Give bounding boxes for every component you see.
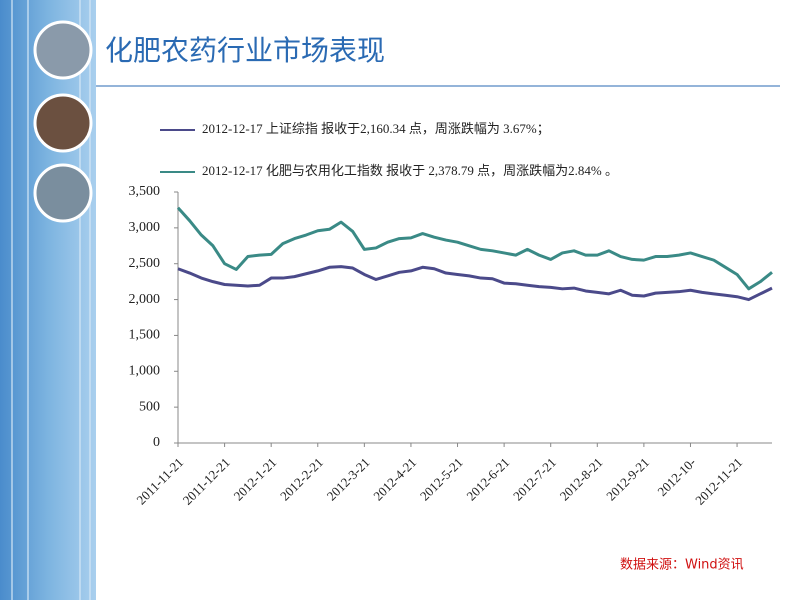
x-tick-label: 2012-1-21 (230, 455, 279, 504)
photo (33, 20, 93, 80)
x-tick-label: 2012-11-21 (692, 455, 745, 508)
photo (33, 93, 93, 153)
sidebar (0, 0, 96, 600)
x-tick-label: 2011-11-21 (133, 455, 186, 508)
y-tick-label: 500 (139, 399, 160, 414)
series-line (177, 265, 773, 302)
x-tick-label: 2012-7-21 (510, 455, 559, 504)
legend-label: 2012-12-17 上证综指 报收于2,160.34 点，周涨跌幅为 3.67… (202, 121, 550, 137)
x-tick-label: 2012-9-21 (603, 455, 652, 504)
y-tick-label: 0 (153, 435, 160, 450)
x-tick-label: 2012-8-21 (557, 455, 606, 504)
series-line (176, 206, 773, 291)
y-tick-label: 1,000 (129, 364, 161, 379)
x-tick-label: 2012-5-21 (417, 455, 466, 504)
x-tick-label: 2012-4-21 (370, 455, 419, 504)
x-tick-label: 2011-12-21 (180, 455, 233, 508)
x-tick-label: 2012-6-21 (463, 455, 512, 504)
source: 数据来源：Wind资讯 (620, 558, 744, 573)
legend-label: 2012-12-17 化肥与农用化工指数 报收于 2,378.79 点，周涨跌幅… (202, 163, 618, 178)
y-tick-label: 3,500 (129, 184, 161, 199)
y-tick-label: 1,500 (129, 328, 161, 343)
y-tick-label: 3,000 (129, 220, 161, 235)
title: 化肥农药行业市场表现 (105, 34, 385, 67)
x-tick-label: 2012-10- (654, 455, 698, 499)
y-tick-label: 2,000 (129, 292, 161, 307)
x-tick-label: 2012-2-21 (277, 455, 326, 504)
x-tick-label: 2012-3-21 (324, 455, 373, 504)
y-tick-label: 2,500 (129, 256, 161, 271)
photo (33, 163, 93, 223)
